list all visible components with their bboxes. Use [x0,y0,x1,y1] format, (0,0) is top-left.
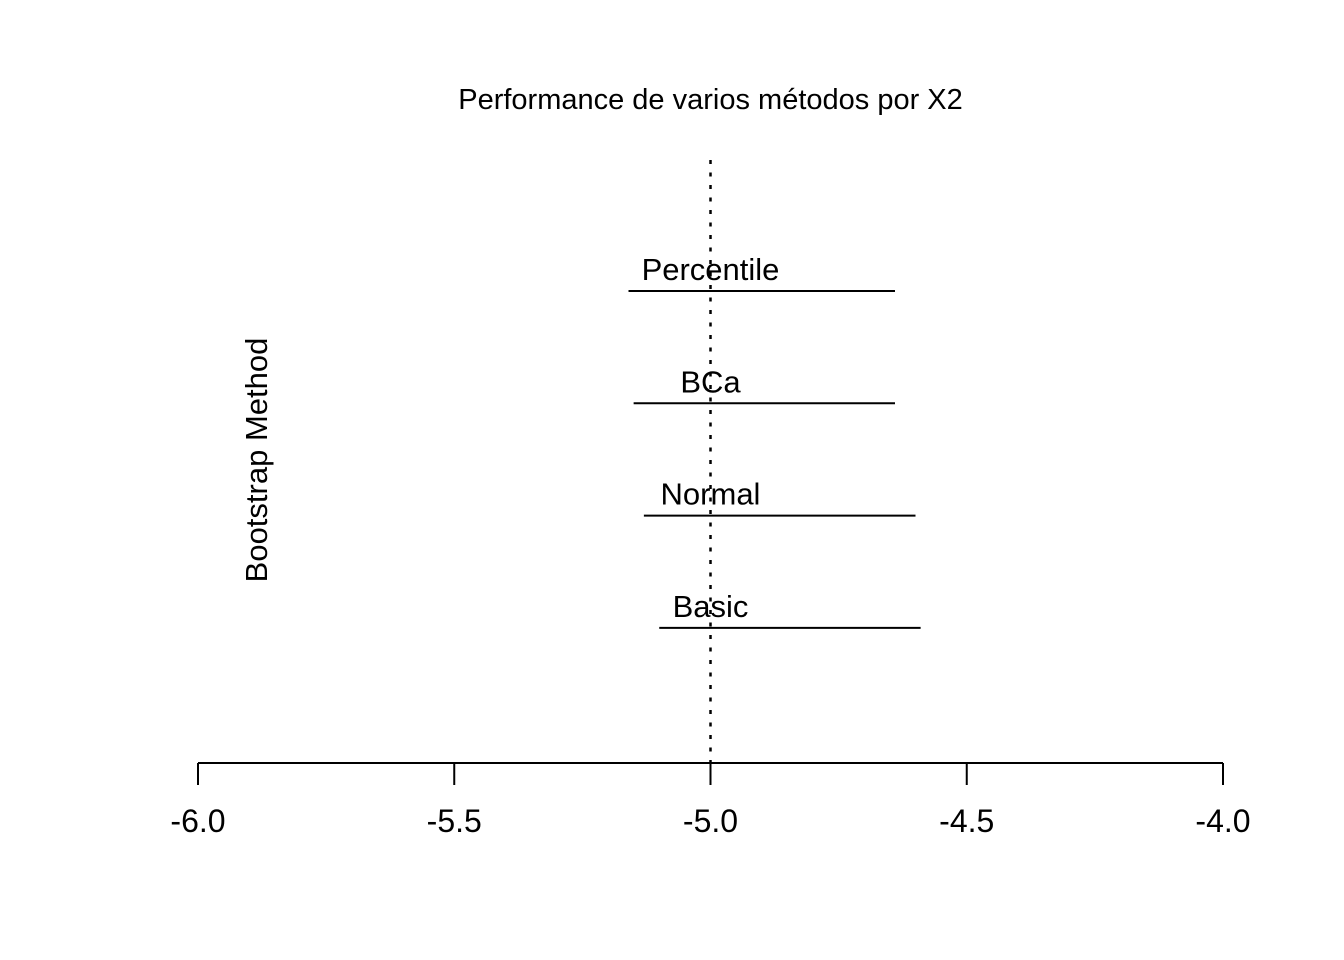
interval-label-normal: Normal [661,477,761,512]
x-axis-tick-label: -6.0 [170,803,225,839]
y-axis-label: Bootstrap Method [239,337,274,583]
x-axis-tick-label: -4.0 [1195,803,1250,839]
x-axis-tick-label: -5.0 [683,803,738,839]
x-axis-tick-label: -4.5 [939,803,994,839]
interval-label-bca: BCa [680,364,741,399]
x-axis-tick-label: -5.5 [427,803,482,839]
interval-label-percentile: Percentile [642,252,780,287]
interval-label-basic: Basic [673,589,749,624]
chart-title: Performance de varios métodos por X2 [458,84,963,116]
